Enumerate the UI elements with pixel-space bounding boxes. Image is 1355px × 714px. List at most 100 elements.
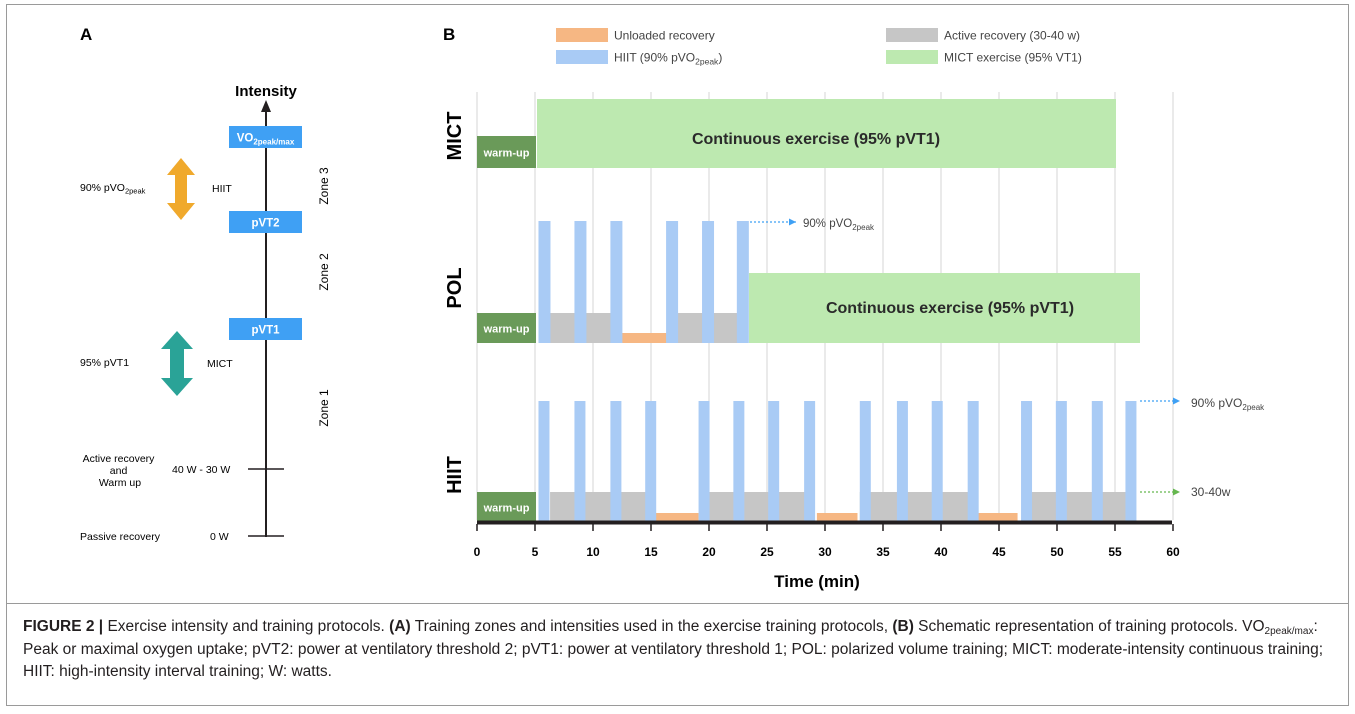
hiit-active-annotation: 30-40w [1191,485,1231,499]
active-recovery-watts: 40 W - 30 W [172,464,230,476]
hiit-warmup-label: warm-up [483,503,530,515]
x-tick-label: 50 [1050,545,1064,559]
legend-label-active-recovery: Active recovery (30-40 w) [944,29,1080,43]
hiit-interval-block [610,221,623,343]
pol-continuous-block [749,273,1140,343]
caption-a-text: Training zones and intensities used in t… [410,618,893,635]
zone-1-label: Zone 1 [317,389,331,427]
time-axis-title: Time (min) [774,572,860,591]
zone-3-label: Zone 3 [317,167,331,205]
vo2peak-marker-label: VO2peak/max [237,133,295,147]
hiit-interval-block [804,401,816,522]
legend-label-hiit: HIIT (90% pVO2peak) [614,51,722,67]
hiit-interval-block [896,401,908,522]
mict-warmup-label: warm-up [483,148,530,160]
mict-warmup-block [477,136,536,168]
x-tick-label: 5 [532,545,539,559]
mict-range-double-arrow [161,331,193,396]
hiit-intensity-label: 90% pVO2peak [80,182,146,196]
hiit-interval-block [736,221,749,343]
x-tick-label: 30 [818,545,832,559]
panel-b-label: B [443,25,455,44]
hiit-range-double-arrow [167,158,195,220]
mict-arrow-label: MICT [207,358,233,370]
legend-swatch-mict [886,50,938,64]
panel-a-label: A [80,25,92,44]
intensity-axis-arrowhead [261,100,271,112]
x-tick-label: 10 [586,545,600,559]
hiit-interval-block [1055,401,1067,522]
x-tick-label: 20 [702,545,716,559]
hiit-interval-block [859,401,871,522]
hiit-interval-block [967,401,979,522]
pvt2-marker [229,211,302,233]
active-recovery-block [550,492,655,522]
hiit-interval-block [610,401,622,522]
pol-row-label: POL [444,267,466,308]
mict-continuous-block [537,99,1116,168]
hiit-interval-blocks [538,401,1137,522]
passive-recovery-watts: 0 W [210,531,229,543]
pvt2-marker-label: pVT2 [251,218,279,230]
hiit-interval-block [1091,401,1103,522]
mict-continuous-label: Continuous exercise (95% pVT1) [692,131,940,148]
x-tick-label: 0 [474,545,481,559]
caption-rest: : Peak or maximal oxygen uptake; pVT2: p… [23,618,1324,680]
legend-swatch-active-recovery [886,28,938,42]
hiit-interval-block [574,221,587,343]
passive-recovery-label: Passive recovery [80,531,161,543]
hiit-interval-block [702,221,715,343]
mict-intensity-label: 95% pVT1 [80,357,129,369]
caption-a-label: (A) [389,618,411,635]
x-tick-label: 15 [644,545,658,559]
pvt1-marker [229,318,302,340]
x-tick-label: 55 [1108,545,1122,559]
legend-swatch-hiit [556,50,608,64]
hiit-interval-block [733,401,745,522]
hiit-interval-block [538,401,550,522]
zone-2-label: Zone 2 [317,253,331,291]
legend-label-mict: MICT exercise (95% VT1) [944,51,1082,65]
x-tick-label: 45 [992,545,1006,559]
hiit-peak-annotation: 90% pVO2peak [1191,396,1265,412]
pol-interval-blocks [538,221,749,343]
figure-label: FIGURE 2 | [23,618,104,635]
unloaded-recovery-block [654,513,699,522]
x-tick-label: 40 [934,545,948,559]
mict-row-label: MICT [444,112,466,161]
unloaded-recovery-block [616,333,672,343]
hiit-interval-block [645,401,657,522]
hiit-interval-block [931,401,943,522]
unloaded-recovery-block [816,513,858,522]
x-tick-label: 35 [876,545,890,559]
pol-continuous-label: Continuous exercise (95% pVT1) [826,300,1074,317]
hiit-row-label: HIIT [444,456,466,494]
hiit-interval-block [666,221,679,343]
pol-warmup-label: warm-up [483,324,530,336]
active-recovery-block [859,492,972,522]
caption-divider [6,603,1349,604]
intensity-axis-title: Intensity [235,83,297,100]
pol-warmup-block [477,313,536,343]
hiit-interval-block [768,401,780,522]
active-recovery-block [703,492,808,522]
hiit-interval-block [574,401,586,522]
legend-swatch-unloaded [556,28,608,42]
time-axis-ticks: 0 5 10 15 20 25 30 35 40 45 50 55 60 [474,524,1180,559]
hiit-interval-block [1125,401,1137,522]
figure-caption: FIGURE 2 | Exercise intensity and traini… [23,616,1333,684]
caption-b-label: (B) [892,618,914,635]
hiit-interval-block [538,221,551,343]
legend-label-unloaded: Unloaded recovery [614,29,715,43]
active-recovery-label: Active recovery and Warm up [83,453,158,489]
active-recovery-block [1022,492,1135,522]
caption-intro: Exercise intensity and training protocol… [103,618,390,635]
hiit-interval-block [1021,401,1033,522]
pol-peak-annotation: 90% pVO2peak [803,218,875,232]
hiit-arrow-label: HIIT [212,183,232,195]
vo2peak-marker [229,126,302,148]
hiit-warmup-block [477,492,536,522]
x-tick-label: 60 [1166,545,1180,559]
unloaded-recovery-block [976,513,1018,522]
